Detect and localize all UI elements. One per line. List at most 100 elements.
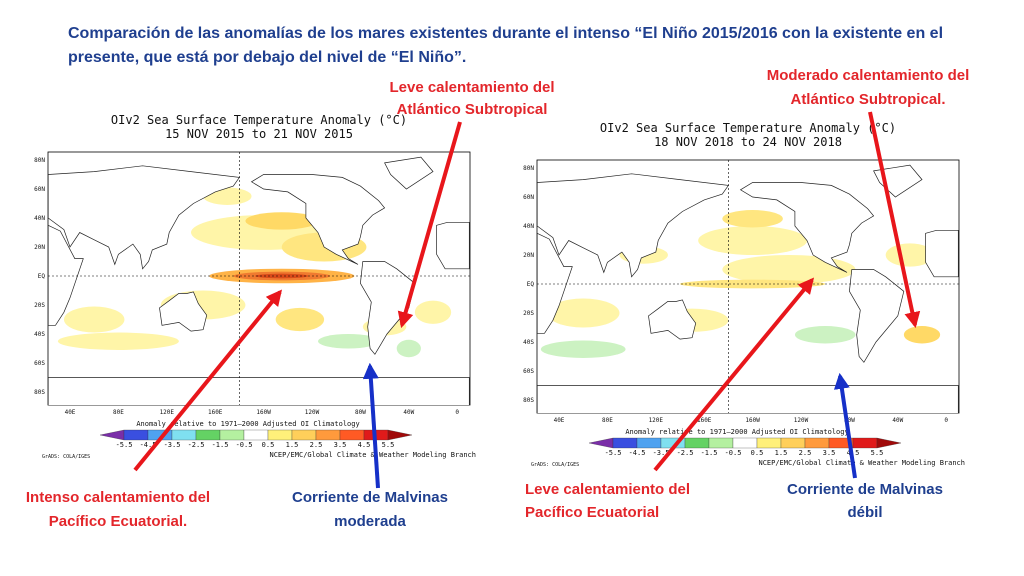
anomaly-area [722, 255, 856, 284]
map-fill [537, 160, 959, 413]
annotation: Moderado calentamiento del [767, 67, 970, 84]
lon-label: 120W [794, 417, 809, 424]
credit: NCEP/EMC/Global Climate & Weather Modeli… [269, 451, 476, 459]
annotation: Pacífico Ecuatorial [525, 504, 659, 521]
land [250, 174, 386, 265]
colorbar-segment [339, 429, 365, 441]
land [537, 232, 573, 334]
lat-label: 40N [34, 215, 45, 222]
lat-label: 40S [523, 339, 534, 346]
lon-label: 80E [602, 417, 613, 424]
lat-label: 60N [34, 186, 45, 193]
colorbar-segment [219, 429, 245, 441]
source: GrADS: COLA/IGES [42, 454, 90, 460]
arrow [362, 362, 380, 489]
colorbar-label: -1.5 [212, 441, 229, 449]
colorbar-label: -3.5 [653, 449, 670, 457]
annotation: débil [847, 504, 882, 521]
lat-label: 80N [34, 157, 45, 164]
colorbar-segment [780, 437, 806, 449]
lon-label: 160E [208, 409, 223, 416]
annotation: Leve calentamiento del [525, 481, 690, 498]
lon-label: 40E [65, 409, 76, 416]
lon-label: 120E [160, 409, 175, 416]
land [739, 182, 875, 273]
colorbar-segment [171, 429, 197, 441]
lon-label: 160W [256, 409, 271, 416]
anomaly-area [903, 326, 941, 344]
colorbar-label: -5.5 [605, 449, 622, 457]
source: GrADS: COLA/IGES [531, 462, 579, 468]
colorbar-label: 2.5 [310, 441, 323, 449]
lat-label: EQ [38, 273, 46, 280]
colorbar-segment [708, 437, 734, 449]
land [849, 269, 905, 363]
lat-label: EQ [527, 281, 535, 288]
lon-label: 40W [892, 417, 903, 424]
lat-label: 40S [34, 331, 45, 338]
annotation: Atlántico Subtropical. [790, 91, 945, 108]
colorbar-segment [243, 429, 269, 441]
lon-label: 80E [113, 409, 124, 416]
anomaly-area [245, 212, 319, 230]
lat-label: 80S [34, 389, 45, 396]
land [360, 261, 416, 355]
annotation: Atlántico Subtropical [397, 101, 548, 118]
land [159, 291, 208, 332]
anomaly-area [57, 332, 179, 350]
arrow [133, 289, 283, 472]
colorbar-segment [636, 437, 662, 449]
lon-label: 80W [355, 409, 366, 416]
anomaly-area [546, 298, 620, 328]
colorbar-segment [315, 429, 341, 441]
lon-label: 160W [745, 417, 760, 424]
lat-label: 20S [34, 302, 45, 309]
annotation: Corriente de Malvinas [292, 489, 448, 506]
lon-label: 120E [649, 417, 664, 424]
land [436, 221, 470, 270]
colorbar-label: 5.5 [871, 449, 884, 457]
arrow [833, 372, 857, 479]
anomaly-area [698, 226, 808, 255]
arrows [133, 111, 921, 489]
arrow [868, 111, 921, 329]
caption: Anomaly relative to 1971–2000 Adjusted O… [136, 420, 359, 428]
slide-title: presente, que está por debajo del nivel … [68, 49, 466, 66]
colorbar-label: 0.5 [751, 449, 764, 457]
land [648, 299, 697, 340]
colorbar-label: 3.5 [334, 441, 347, 449]
anomaly-area [63, 306, 125, 333]
colorbar-label: 1.5 [286, 441, 299, 449]
anomaly-area [680, 279, 826, 289]
colorbar-segment [123, 429, 149, 441]
annotation: Intenso calentamiento del [26, 489, 210, 506]
lat-label: 60S [523, 368, 534, 375]
colorbar-label: -3.5 [164, 441, 181, 449]
colorbar-segment [876, 437, 902, 449]
map-title: OIv2 Sea Surface Temperature Anomaly (°C… [111, 113, 407, 127]
colorbar-label: -1.5 [701, 449, 718, 457]
colorbar-label: -4.5 [629, 449, 646, 457]
colorbar-label: 4.5 [358, 441, 371, 449]
colorbar-segment [612, 437, 638, 449]
anomaly-area [414, 300, 452, 324]
land [925, 229, 959, 278]
lon-label: 120W [305, 409, 320, 416]
land [48, 377, 470, 405]
colorbar-label: -2.5 [677, 449, 694, 457]
land [48, 224, 84, 326]
lon-label: 40E [554, 417, 565, 424]
colorbar-segment [267, 429, 293, 441]
arrow [653, 277, 815, 472]
land [537, 385, 959, 413]
annotation: moderada [334, 513, 406, 530]
land [873, 164, 923, 198]
colorbar-segment [291, 429, 317, 441]
arrow [397, 121, 462, 329]
lon-label: 160E [697, 417, 712, 424]
colorbar-label: 1.5 [775, 449, 788, 457]
colorbar-label: 2.5 [799, 449, 812, 457]
anomaly-area [722, 210, 783, 228]
map-left: OIv2 Sea Surface Temperature Anomaly (°C… [34, 108, 478, 473]
